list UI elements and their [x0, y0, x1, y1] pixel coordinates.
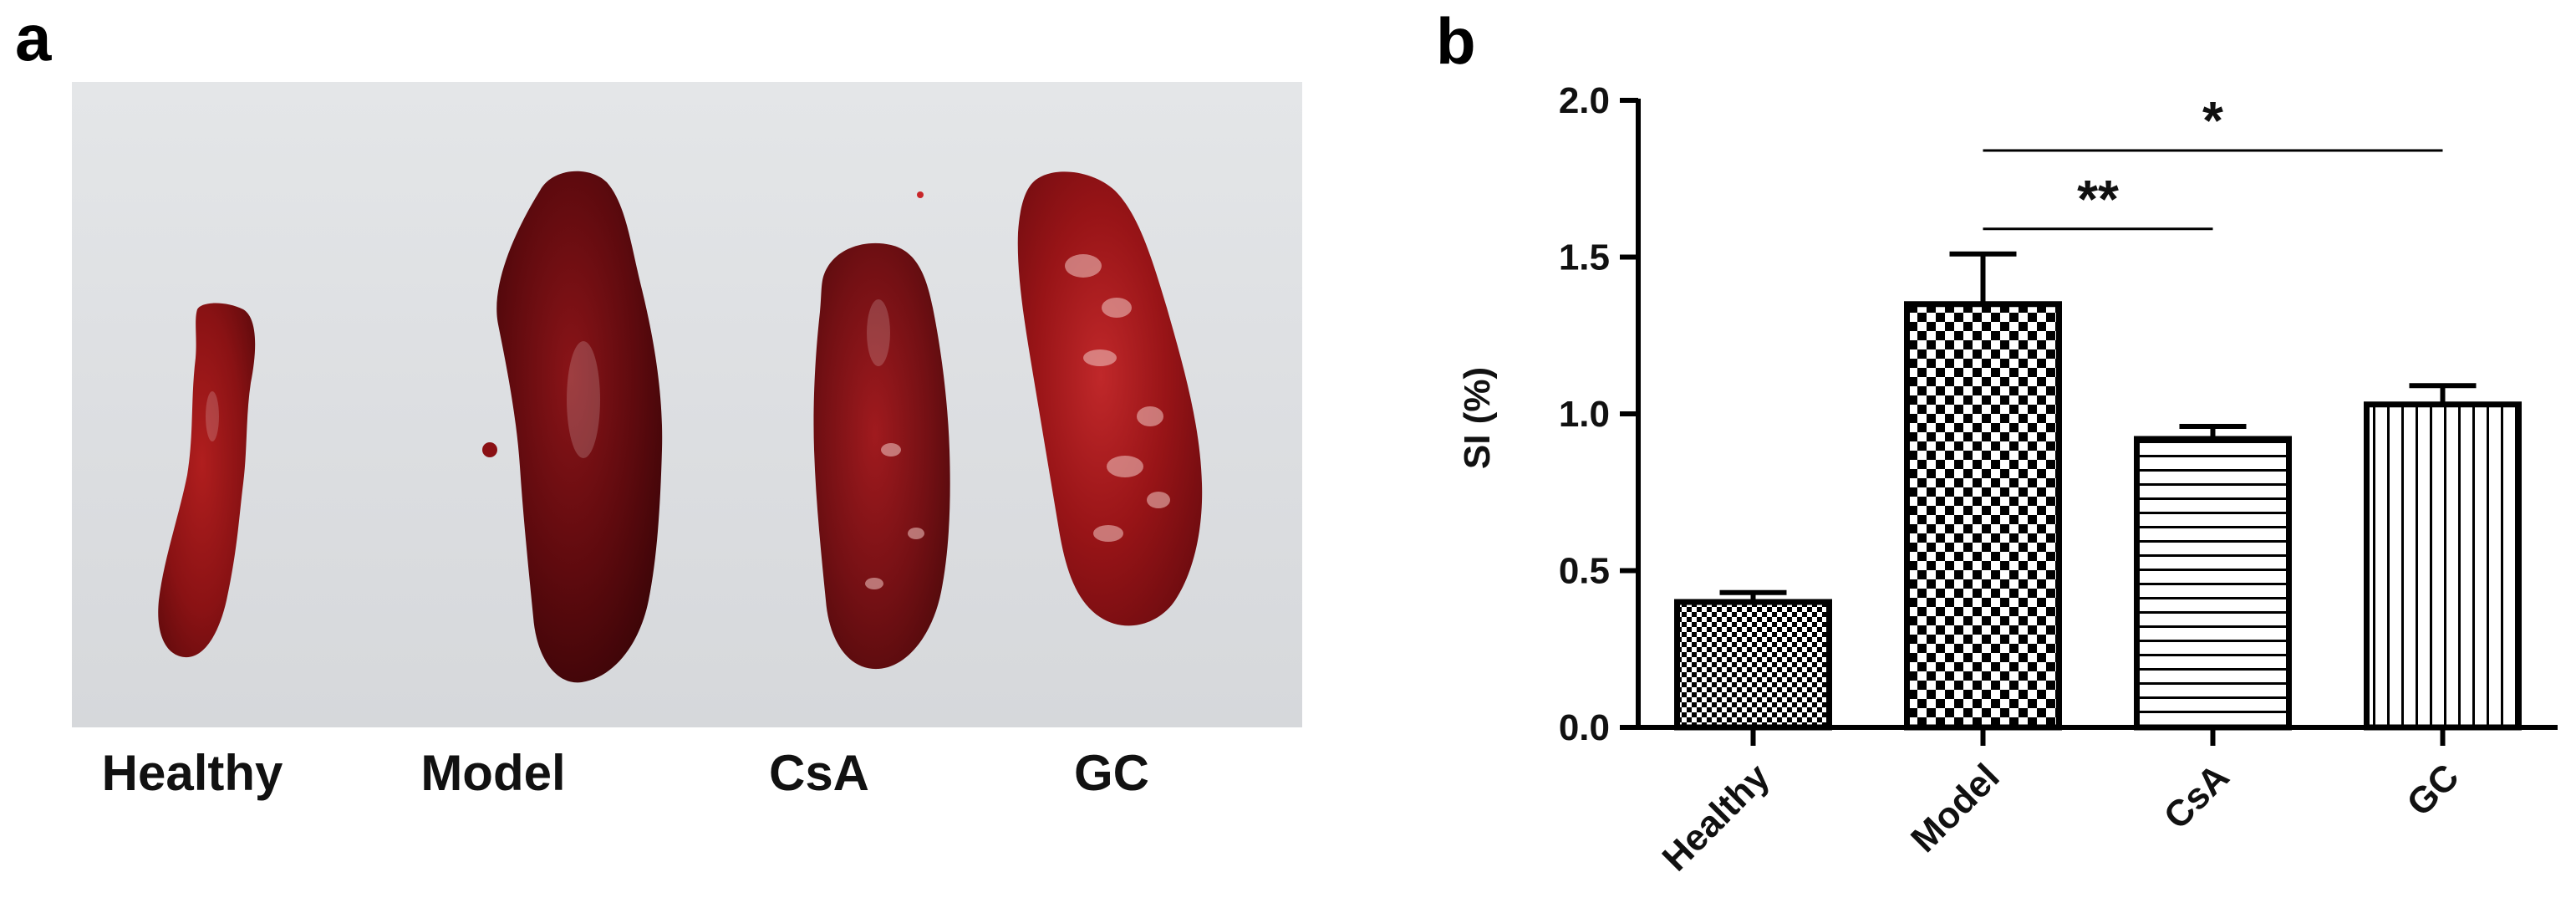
x-tick-labels: Healthy Model CsA GC	[1655, 727, 2467, 879]
spleen-csa	[813, 242, 950, 670]
significance-annotations: ***	[1983, 90, 2443, 231]
spleen-mottling	[865, 254, 1170, 589]
sample-label-model: Model	[420, 745, 566, 801]
spleen-photo	[72, 82, 1302, 727]
bars	[1674, 301, 2522, 731]
spleen-highlights	[206, 299, 890, 458]
x-tick-label-healthy: Healthy	[1655, 756, 1778, 879]
bar-gc	[2364, 401, 2522, 731]
y-tick-label: 0.5	[1559, 551, 1610, 592]
y-tick-label: 1.0	[1559, 394, 1610, 435]
bar-chart: SI (%) 0.0 0.5 1.0 1.5 2.0 Healthy Model CsA GC…	[1457, 80, 2558, 879]
y-axis-label: SI (%)	[1457, 367, 1498, 469]
x-tick-label-csa: CsA	[2156, 756, 2237, 837]
bar-csa	[2134, 436, 2292, 731]
y-tick-label: 1.5	[1559, 237, 1610, 278]
error-bars	[1719, 251, 2477, 602]
sample-label-gc: GC	[1074, 745, 1149, 801]
y-tick-label: 0.0	[1559, 707, 1610, 748]
significance-label: *	[2202, 90, 2223, 150]
spleen-photo-illustration	[158, 171, 1203, 683]
spleen-gc	[1017, 171, 1203, 626]
significance-label: **	[2077, 169, 2119, 229]
y-ticks: 0.0 0.5 1.0 1.5 2.0	[1559, 80, 1638, 748]
panel-b-letter: b	[1436, 4, 1476, 78]
spleen-healthy	[158, 303, 256, 658]
panel-a-letter: a	[15, 1, 52, 74]
blood-speck	[482, 442, 497, 457]
spleen-model	[496, 171, 663, 683]
bar-healthy	[1674, 599, 1832, 731]
x-tick-label-gc: GC	[2399, 756, 2467, 824]
x-tick-label-model: Model	[1903, 756, 2008, 860]
blood-speck	[917, 191, 924, 198]
bar-model	[1904, 301, 2062, 731]
y-tick-label: 2.0	[1559, 80, 1610, 121]
sample-label-healthy: Healthy	[101, 745, 283, 801]
sample-label-csa: CsA	[768, 745, 870, 801]
